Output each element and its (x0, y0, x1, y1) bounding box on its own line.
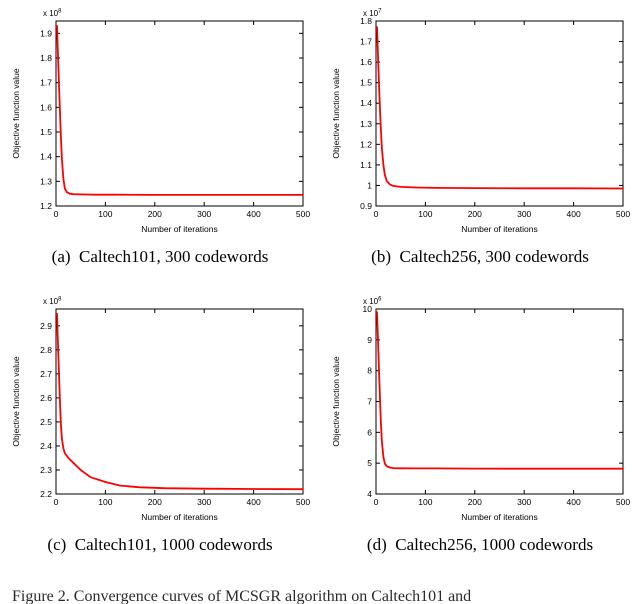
svg-text:400: 400 (247, 209, 261, 219)
svg-text:Number of iterations: Number of iterations (461, 512, 538, 522)
svg-text:1.6: 1.6 (360, 57, 372, 67)
svg-text:2.2: 2.2 (40, 489, 52, 499)
svg-text:300: 300 (197, 209, 211, 219)
svg-text:1.4: 1.4 (360, 98, 372, 108)
figure-caption: Figure 2. Convergence curves of MCSGR al… (12, 588, 472, 604)
convergence-plot-c: 0 100 200 300 400 500 2.2 2.3 2.4 2.5 2.6 2.7 2.8 2.9… (11, 297, 310, 523)
svg-text:x 108: x 108 (43, 297, 62, 307)
svg-text:200: 200 (468, 497, 482, 507)
subfigure-c: 0 100 200 300 400 500 2.2 2.3 2.4 2.5 2.6 2.7 2.8 2.9… (9, 294, 311, 556)
svg-text:Objective function value: Objective function value (331, 68, 341, 159)
svg-text:0: 0 (374, 209, 379, 219)
svg-text:1.2: 1.2 (360, 139, 372, 149)
svg-text:400: 400 (247, 497, 261, 507)
svg-text:7: 7 (367, 397, 372, 407)
subcaption-d: (d) Caltech256, 1000 codewords (366, 535, 594, 554)
svg-text:1.1: 1.1 (360, 160, 372, 170)
svg-text:2.7: 2.7 (40, 369, 52, 379)
svg-text:6: 6 (367, 427, 372, 437)
svg-text:x 108: x 108 (43, 9, 62, 19)
svg-text:2.5: 2.5 (40, 417, 52, 427)
svg-text:500: 500 (296, 497, 310, 507)
svg-text:1.2: 1.2 (40, 201, 52, 211)
svg-text:Number of iterations: Number of iterations (461, 224, 538, 234)
convergence-plot-a: 0 100 200 300 400 500 1.2 1.3 1.4 1.5 1.6 1.7 1.8 1.9… (11, 9, 310, 235)
svg-text:1.8: 1.8 (360, 16, 372, 26)
svg-text:1.3: 1.3 (40, 176, 52, 186)
svg-text:300: 300 (517, 209, 531, 219)
svg-text:500: 500 (296, 209, 310, 219)
svg-text:4: 4 (367, 489, 372, 499)
svg-text:Objective function value: Objective function value (331, 356, 341, 447)
svg-text:200: 200 (468, 209, 482, 219)
figure-grid: 0 100 200 300 400 500 1.2 1.3 1.4 1.5 1.6 1.7 1.8 1.9… (9, 6, 631, 556)
svg-text:200: 200 (148, 209, 162, 219)
svg-text:1.4: 1.4 (40, 152, 52, 162)
subcaption-a: (a) Caltech101, 300 codewords (51, 247, 269, 266)
svg-text:0: 0 (54, 209, 59, 219)
svg-text:1.5: 1.5 (40, 127, 52, 137)
svg-text:100: 100 (418, 209, 432, 219)
svg-text:1.9: 1.9 (40, 28, 52, 38)
svg-text:5: 5 (367, 458, 372, 468)
svg-text:100: 100 (418, 497, 432, 507)
convergence-plot-b: 0 100 200 300 400 500 0.9 1 1.1 1.2 1.3 1.4 1.5 1.6 1.… (331, 9, 630, 235)
svg-text:400: 400 (567, 209, 581, 219)
svg-text:8: 8 (367, 366, 372, 376)
svg-text:1.8: 1.8 (40, 53, 52, 63)
svg-text:0: 0 (374, 497, 379, 507)
svg-text:0: 0 (54, 497, 59, 507)
svg-text:500: 500 (616, 497, 630, 507)
svg-text:x 106: x 106 (363, 297, 382, 307)
svg-text:2.3: 2.3 (40, 465, 52, 475)
svg-text:1.6: 1.6 (40, 102, 52, 112)
svg-text:Objective function value: Objective function value (11, 356, 21, 447)
svg-text:2.4: 2.4 (40, 441, 52, 451)
subcaption-b: (b) Caltech256, 300 codewords (371, 247, 589, 266)
svg-text:100: 100 (98, 497, 112, 507)
svg-text:Number of iterations: Number of iterations (141, 224, 218, 234)
svg-text:1.5: 1.5 (360, 78, 372, 88)
svg-text:200: 200 (148, 497, 162, 507)
subcaption-c: (c) Caltech101, 1000 codewords (47, 535, 273, 554)
svg-text:500: 500 (616, 209, 630, 219)
svg-text:2.9: 2.9 (40, 321, 52, 331)
svg-text:1.7: 1.7 (360, 37, 372, 47)
subfigure-b: 0 100 200 300 400 500 0.9 1 1.1 1.2 1.3 1.4 1.5 1.6 1.… (329, 6, 631, 268)
svg-text:2.8: 2.8 (40, 345, 52, 355)
svg-text:100: 100 (98, 209, 112, 219)
svg-text:0.9: 0.9 (360, 201, 372, 211)
svg-text:x 107: x 107 (363, 9, 382, 19)
svg-text:1: 1 (367, 180, 372, 190)
svg-text:300: 300 (517, 497, 531, 507)
svg-text:Number of iterations: Number of iterations (141, 512, 218, 522)
svg-text:10: 10 (363, 304, 373, 314)
svg-text:1.3: 1.3 (360, 119, 372, 129)
subfigure-d: 0 100 200 300 400 500 4 5 6 7 8 9 10 x 106 Number of i… (329, 294, 631, 556)
svg-text:2.6: 2.6 (40, 393, 52, 403)
svg-text:300: 300 (197, 497, 211, 507)
svg-text:400: 400 (567, 497, 581, 507)
subfigure-a: 0 100 200 300 400 500 1.2 1.3 1.4 1.5 1.6 1.7 1.8 1.9… (9, 6, 311, 268)
convergence-plot-d: 0 100 200 300 400 500 4 5 6 7 8 9 10x 106 Number of i… (331, 297, 630, 523)
svg-text:Objective function value: Objective function value (11, 68, 21, 159)
svg-text:1.7: 1.7 (40, 78, 52, 88)
svg-text:9: 9 (367, 335, 372, 345)
figure-caption-clipped: Figure 2. Convergence curves of MCSGR al… (0, 586, 640, 604)
